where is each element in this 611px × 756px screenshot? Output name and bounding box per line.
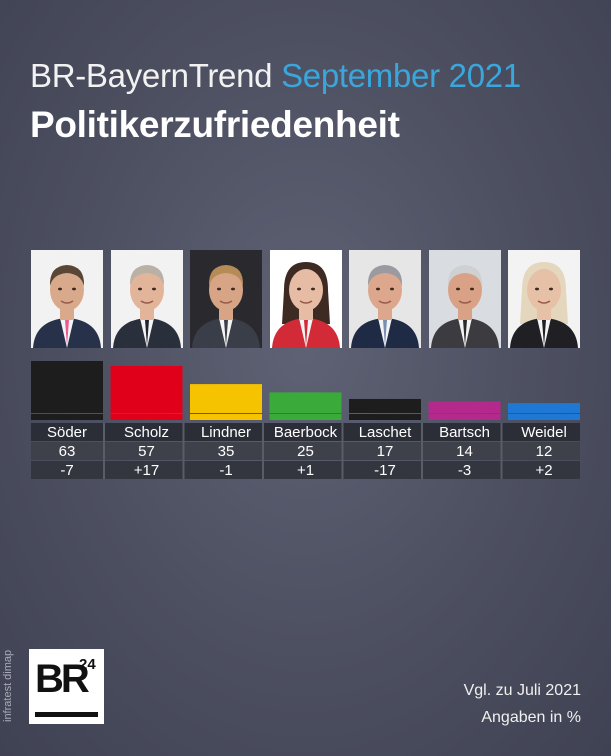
bar-5 [428,401,501,413]
value-label-5: 14 [456,443,473,460]
portrait-weidel [508,250,580,348]
value-label-4: 17 [377,443,394,460]
bar-2 [190,384,262,413]
category-label-2: Lindner [201,424,251,441]
category-label-3: Baerbock [274,424,338,441]
portrait-bartsch [428,250,501,348]
color-strip-5 [428,414,501,420]
logo-brand: BR [35,657,90,701]
column-divider-4 [341,423,344,479]
comparison-note: Vgl. zu Juli 2021 [463,682,581,699]
chart-title: BR-BayernTrend September 2021 [30,56,521,96]
category-label-4: Laschet [359,424,412,441]
category-label-0: Söder [47,424,87,441]
column-divider-6 [500,423,503,479]
change-label-1: +17 [134,462,159,479]
color-strip-2 [190,414,262,420]
logo-underline [35,712,98,717]
portrait-soeder [31,250,103,348]
satisfaction-chart: Söder 63 -7 Scholz 57 +17 Lindner 35 -1 Baerbock 2… [31,361,580,479]
portrait-lindner [190,250,262,348]
category-label-6: Weidel [521,424,567,441]
color-strip-6 [508,414,580,420]
color-strip-4 [349,414,421,420]
person-icon [351,265,419,348]
change-label-2: -1 [219,462,232,479]
portrait-laschet [349,250,421,348]
column-divider-2 [182,423,185,479]
column-divider-1 [103,423,105,479]
change-label-5: -3 [458,462,471,479]
br24-logo: BR 24 [29,649,104,724]
column-divider-3 [262,423,264,479]
column-divider-5 [421,423,423,479]
value-label-6: 12 [536,443,553,460]
person-icon [430,265,499,348]
bar-1 [110,365,183,413]
color-strip-1 [110,414,183,420]
change-row-bg [31,461,580,479]
unit-note: Angaben in % [481,709,581,726]
title-date: September 2021 [281,57,521,94]
header: BR-BayernTrend September 2021 Politikerz… [30,56,521,148]
source-label: infratest dimap [2,649,14,722]
logo-number: 24 [79,656,96,673]
color-strip-3 [269,414,342,420]
person-icon [33,265,101,348]
bar-0 [31,361,103,413]
category-label-1: Scholz [124,424,169,441]
title-brand: BR-BayernTrend [30,57,273,94]
change-label-6: +2 [535,462,552,479]
value-label-0: 63 [59,443,76,460]
bar-4 [349,398,421,413]
change-label-3: +1 [297,462,314,479]
change-label-0: -7 [60,462,73,479]
color-strip-0 [31,414,103,420]
value-label-2: 35 [218,443,235,460]
person-icon [510,262,578,348]
portrait-baerbock [269,250,342,348]
value-row-bg [31,442,580,460]
category-label-5: Bartsch [439,424,490,441]
portrait-scholz [110,250,183,348]
name-row-bg [31,423,580,441]
bar-3 [269,392,342,413]
chart-subtitle: Politikerzufriedenheit [30,104,400,145]
change-label-4: -17 [374,462,396,479]
value-label-1: 57 [138,443,155,460]
person-icon [271,262,340,348]
person-icon [112,265,181,348]
bar-6 [508,403,580,413]
person-icon [192,265,260,348]
value-label-3: 25 [297,443,314,460]
